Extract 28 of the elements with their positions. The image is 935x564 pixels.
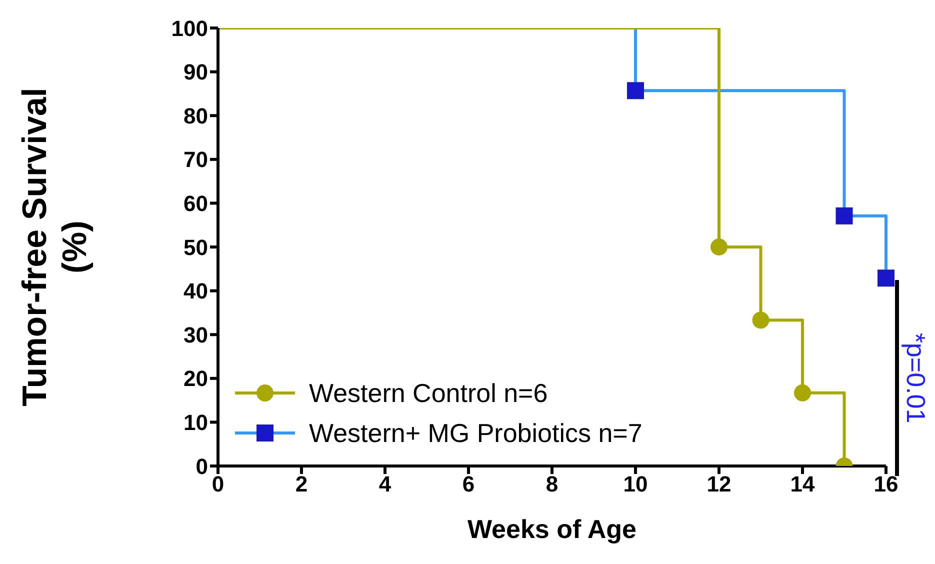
y-tick-label: 90 (184, 60, 208, 85)
x-tick-label: 2 (295, 472, 308, 497)
legend-label: Western Control n=6 (309, 378, 548, 408)
point (794, 384, 811, 402)
y-tick-label: 70 (184, 147, 208, 172)
y-tick-label: 20 (184, 366, 208, 392)
x-tick-label: 12 (706, 472, 732, 497)
x-tick-label: 0 (212, 472, 224, 497)
x-tick-label: 4 (378, 472, 392, 497)
legend-label: Western+ MG Probiotics n=7 (309, 418, 642, 448)
point (752, 312, 770, 329)
y-tick-label: 50 (184, 234, 208, 260)
x-tick-label: 14 (790, 472, 816, 497)
x-tick-label: 6 (462, 472, 475, 497)
y-tick-label: 30 (184, 322, 208, 348)
x-axis-title: Weeks of Age (467, 514, 637, 544)
y-tick-label: 60 (184, 191, 208, 216)
y-tick-label: 40 (184, 278, 208, 304)
x-tick-label: 8 (546, 472, 558, 497)
x-tick-label: 10 (623, 472, 648, 497)
y-tick-label: 0 (196, 454, 208, 479)
y-tick-label: 10 (184, 410, 208, 436)
y-tick-label: 100 (171, 16, 208, 41)
text: *p=0.01 (901, 332, 931, 426)
point (710, 238, 728, 256)
y-axis-title: Tumor-free Survival (%) (16, 88, 94, 406)
x-tick-label: 16 (874, 472, 898, 497)
y-tick-label: 80 (184, 103, 208, 128)
